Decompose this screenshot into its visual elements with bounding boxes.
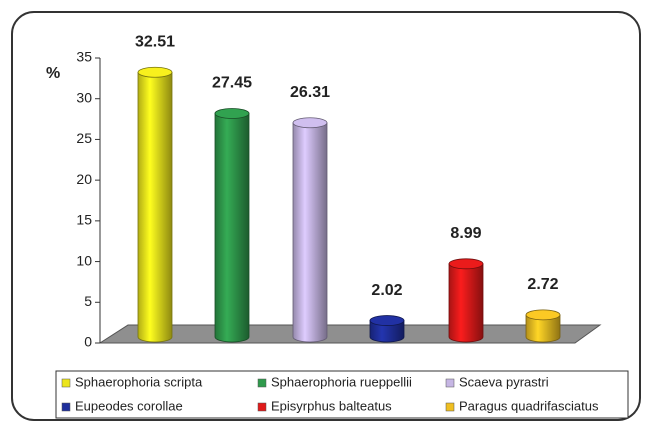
y-tick-label: 20 [76, 171, 92, 187]
legend [55, 370, 629, 419]
y-tick-label: 15 [76, 212, 92, 228]
legend-label: Episyrphus balteatus [271, 398, 392, 413]
legend-swatch [445, 378, 455, 388]
y-tick-label: 25 [76, 130, 92, 146]
bar-top [525, 309, 561, 321]
value-label: 27.45 [212, 75, 252, 92]
value-label: 32.51 [135, 33, 175, 50]
bar [137, 71, 173, 343]
y-axis-label: % [46, 65, 60, 82]
value-label: 8.99 [450, 225, 481, 242]
legend-label: Sphaerophoria rueppellii [271, 374, 412, 389]
legend-label: Paragus quadrifasciatus [459, 398, 599, 413]
legend-swatch [445, 402, 455, 412]
bar-top [292, 117, 328, 129]
bar [292, 122, 328, 343]
y-tick-label: 0 [84, 334, 92, 350]
value-label: 2.02 [371, 282, 402, 299]
legend-label: Eupeodes corollae [75, 398, 183, 413]
legend-swatch [257, 378, 267, 388]
floor [98, 324, 602, 344]
value-label: 2.72 [527, 276, 558, 293]
bar-top [214, 108, 250, 119]
bar [214, 113, 250, 343]
y-tick-label: 35 [76, 49, 92, 65]
y-tick-label: 10 [76, 252, 92, 268]
legend-swatch [61, 378, 71, 388]
bar-top [369, 315, 405, 326]
bar-top [448, 258, 484, 270]
value-label: 26.31 [290, 84, 330, 101]
legend-label: Scaeva pyrastri [459, 374, 549, 389]
legend-swatch [257, 402, 267, 412]
y-tick-label: 30 [76, 89, 92, 105]
y-tick-label: 5 [84, 293, 92, 309]
bar [369, 320, 405, 343]
bar-top [137, 66, 173, 78]
bar [525, 314, 561, 343]
legend-label: Sphaerophoria scripta [75, 374, 203, 389]
legend-swatch [61, 402, 71, 412]
bar [448, 263, 484, 343]
